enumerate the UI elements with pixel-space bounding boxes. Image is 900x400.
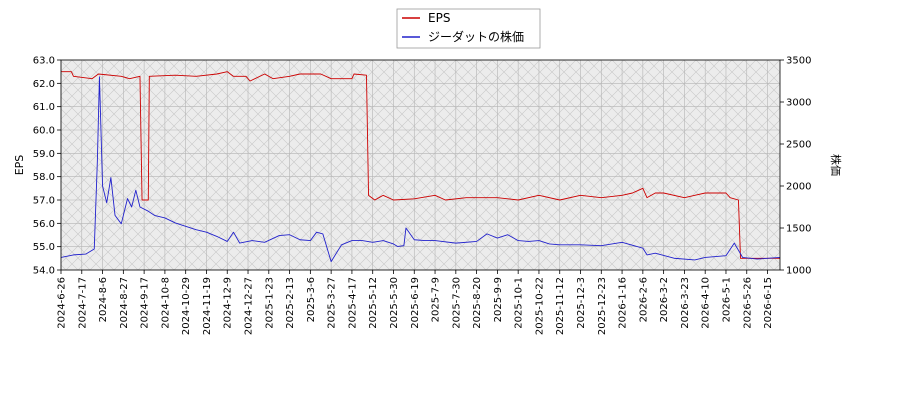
x-tick-label: 2025-9-9 — [493, 277, 504, 322]
x-tick-label: 2026-5-26 — [742, 277, 753, 329]
series-layer — [61, 71, 780, 263]
x-tick-label: 2025-12-23 — [597, 277, 608, 335]
plot-hatch — [61, 60, 780, 270]
price-series-line — [61, 76, 780, 263]
x-tick-label: 2025-7-30 — [451, 277, 462, 329]
right-tick-label: 2000 — [786, 182, 811, 193]
x-tick-label: 2026-4-10 — [701, 277, 712, 329]
x-tick-label: 2025-10-22 — [534, 277, 545, 335]
left-tick-label: 56.0 — [33, 219, 55, 230]
legend-box — [396, 8, 541, 49]
x-tick-label: 2025-12-3 — [576, 277, 587, 329]
x-axis: 2024-6-26 2024-7-17 2024-8-6 2024-8-27 2024-… — [57, 270, 774, 335]
x-tick-label: 2024-8-6 — [98, 277, 109, 322]
left-tick-label: 55.0 — [33, 242, 55, 253]
x-tick-label: 2025-2-13 — [285, 277, 296, 329]
x-tick-label: 2025-8-20 — [472, 277, 483, 329]
x-tick-label: 2025-4-17 — [347, 277, 358, 329]
x-tick-label: 2024-11-19 — [202, 277, 213, 335]
x-tick-label: 2025-3-6 — [306, 277, 317, 322]
x-tick-label: 2024-10-29 — [181, 277, 192, 335]
x-tick-label: 2025-1-23 — [264, 277, 275, 329]
plot-frame — [60, 59, 781, 271]
left-axis-title: EPS — [13, 155, 26, 176]
x-tick-label: 2024-7-17 — [77, 277, 88, 329]
x-tick-label: 2026-6-15 — [763, 277, 774, 329]
x-tick-label: 2026-3-2 — [659, 277, 670, 322]
x-tick-label: 2025-11-12 — [555, 277, 566, 335]
legend-label-price: ジーダットの株価 — [428, 29, 524, 44]
x-tick-label: 2026-5-1 — [721, 277, 732, 322]
x-tick-label: 2024-8-27 — [119, 277, 130, 329]
left-tick-label: 61.0 — [33, 102, 55, 113]
right-tick-label: 3500 — [786, 56, 811, 67]
right-tick-label: 1000 — [786, 266, 811, 277]
legend: EPS ジーダットの株価 — [396, 8, 541, 49]
eps-series-line — [61, 71, 780, 259]
x-tick-label: 2024-12-27 — [244, 277, 255, 335]
x-tick-label: 2024-6-26 — [57, 277, 68, 329]
x-tick-label: 2025-10-1 — [514, 277, 525, 329]
legend-label-eps: EPS — [428, 11, 450, 25]
left-tick-label: 58.0 — [33, 172, 55, 183]
x-tick-label: 2024-12-9 — [223, 277, 234, 329]
left-tick-label: 63.0 — [33, 56, 55, 67]
x-tick-label: 2025-5-12 — [368, 277, 379, 329]
x-tick-label: 2025-5-30 — [389, 277, 400, 329]
left-tick-label: 60.0 — [33, 126, 55, 137]
x-tick-label: 2026-1-16 — [618, 277, 629, 329]
x-tick-label: 2025-7-9 — [431, 277, 442, 322]
left-tick-label: 62.0 — [33, 79, 55, 90]
left-tick-label: 57.0 — [33, 196, 55, 207]
right-axis-title: 株価 — [829, 154, 843, 176]
x-tick-label: 2024-9-17 — [140, 277, 151, 329]
left-axis: 54.0 55.0 56.0 57.0 58.0 59.0 60.0 61.0 62.0 63.0 — [33, 56, 61, 277]
x-tick-label: 2026-2-6 — [638, 277, 649, 322]
right-tick-label: 2500 — [786, 140, 811, 151]
right-tick-label: 3000 — [786, 98, 811, 109]
right-tick-label: 1500 — [786, 224, 811, 235]
x-tick-label: 2025-3-27 — [327, 277, 338, 329]
right-axis: 1000 1500 2000 2500 3000 3500 — [780, 56, 811, 277]
x-tick-label: 2025-6-19 — [410, 277, 421, 329]
left-tick-label: 54.0 — [33, 266, 55, 277]
left-tick-label: 59.0 — [33, 149, 55, 160]
x-tick-label: 2026-3-23 — [680, 277, 691, 329]
x-tick-label: 2024-10-8 — [160, 277, 171, 329]
